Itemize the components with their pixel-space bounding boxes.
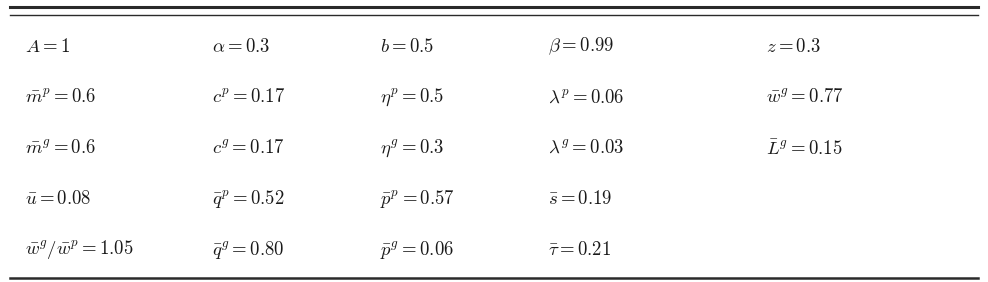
Text: $\bar{q}^{p} =0.52$: $\bar{q}^{p} =0.52$ (212, 188, 285, 210)
Text: $\bar{\tau} =0.21$: $\bar{\tau} =0.21$ (548, 241, 612, 259)
Text: $\bar{w}^{g} =0.77$: $\bar{w}^{g} =0.77$ (766, 88, 844, 106)
Text: $\bar{m}^{g} =0.6$: $\bar{m}^{g} =0.6$ (25, 139, 96, 157)
Text: $\lambda^{p} =0.06$: $\lambda^{p} =0.06$ (548, 88, 624, 106)
Text: $\bar{p}^{g} =0.06$: $\bar{p}^{g} =0.06$ (380, 239, 454, 261)
Text: $A =1$: $A =1$ (25, 38, 70, 56)
Text: $\eta^{p} =0.5$: $\eta^{p} =0.5$ (380, 87, 445, 108)
Text: $\bar{p}^{p} =0.57$: $\bar{p}^{p} =0.57$ (380, 188, 455, 210)
Text: $\beta =0.99$: $\beta =0.99$ (548, 36, 615, 57)
Text: $z =0.3$: $z =0.3$ (766, 38, 821, 56)
Text: $\bar{L}^{g} =0.15$: $\bar{L}^{g} =0.15$ (766, 138, 842, 158)
Text: $b =0.5$: $b =0.5$ (380, 38, 435, 56)
Text: $\bar{m}^{p} =0.6$: $\bar{m}^{p} =0.6$ (25, 88, 96, 106)
Text: $\bar{w}^{g}/\bar{w}^{p} =1.05$: $\bar{w}^{g}/\bar{w}^{p} =1.05$ (25, 238, 133, 261)
Text: $c^{g} =0.17$: $c^{g} =0.17$ (212, 139, 286, 157)
Text: $\lambda^{g} =0.03$: $\lambda^{g} =0.03$ (548, 139, 624, 157)
Text: $\alpha =0.3$: $\alpha =0.3$ (212, 38, 271, 56)
Text: $\eta^{g} =0.3$: $\eta^{g} =0.3$ (380, 137, 445, 159)
Text: $c^{p} =0.17$: $c^{p} =0.17$ (212, 88, 286, 106)
Text: $\bar{u} =0.08$: $\bar{u} =0.08$ (25, 190, 91, 208)
Text: $\bar{q}^{g} =0.80$: $\bar{q}^{g} =0.80$ (212, 239, 285, 261)
Text: $\bar{s} =0.19$: $\bar{s} =0.19$ (548, 190, 613, 208)
